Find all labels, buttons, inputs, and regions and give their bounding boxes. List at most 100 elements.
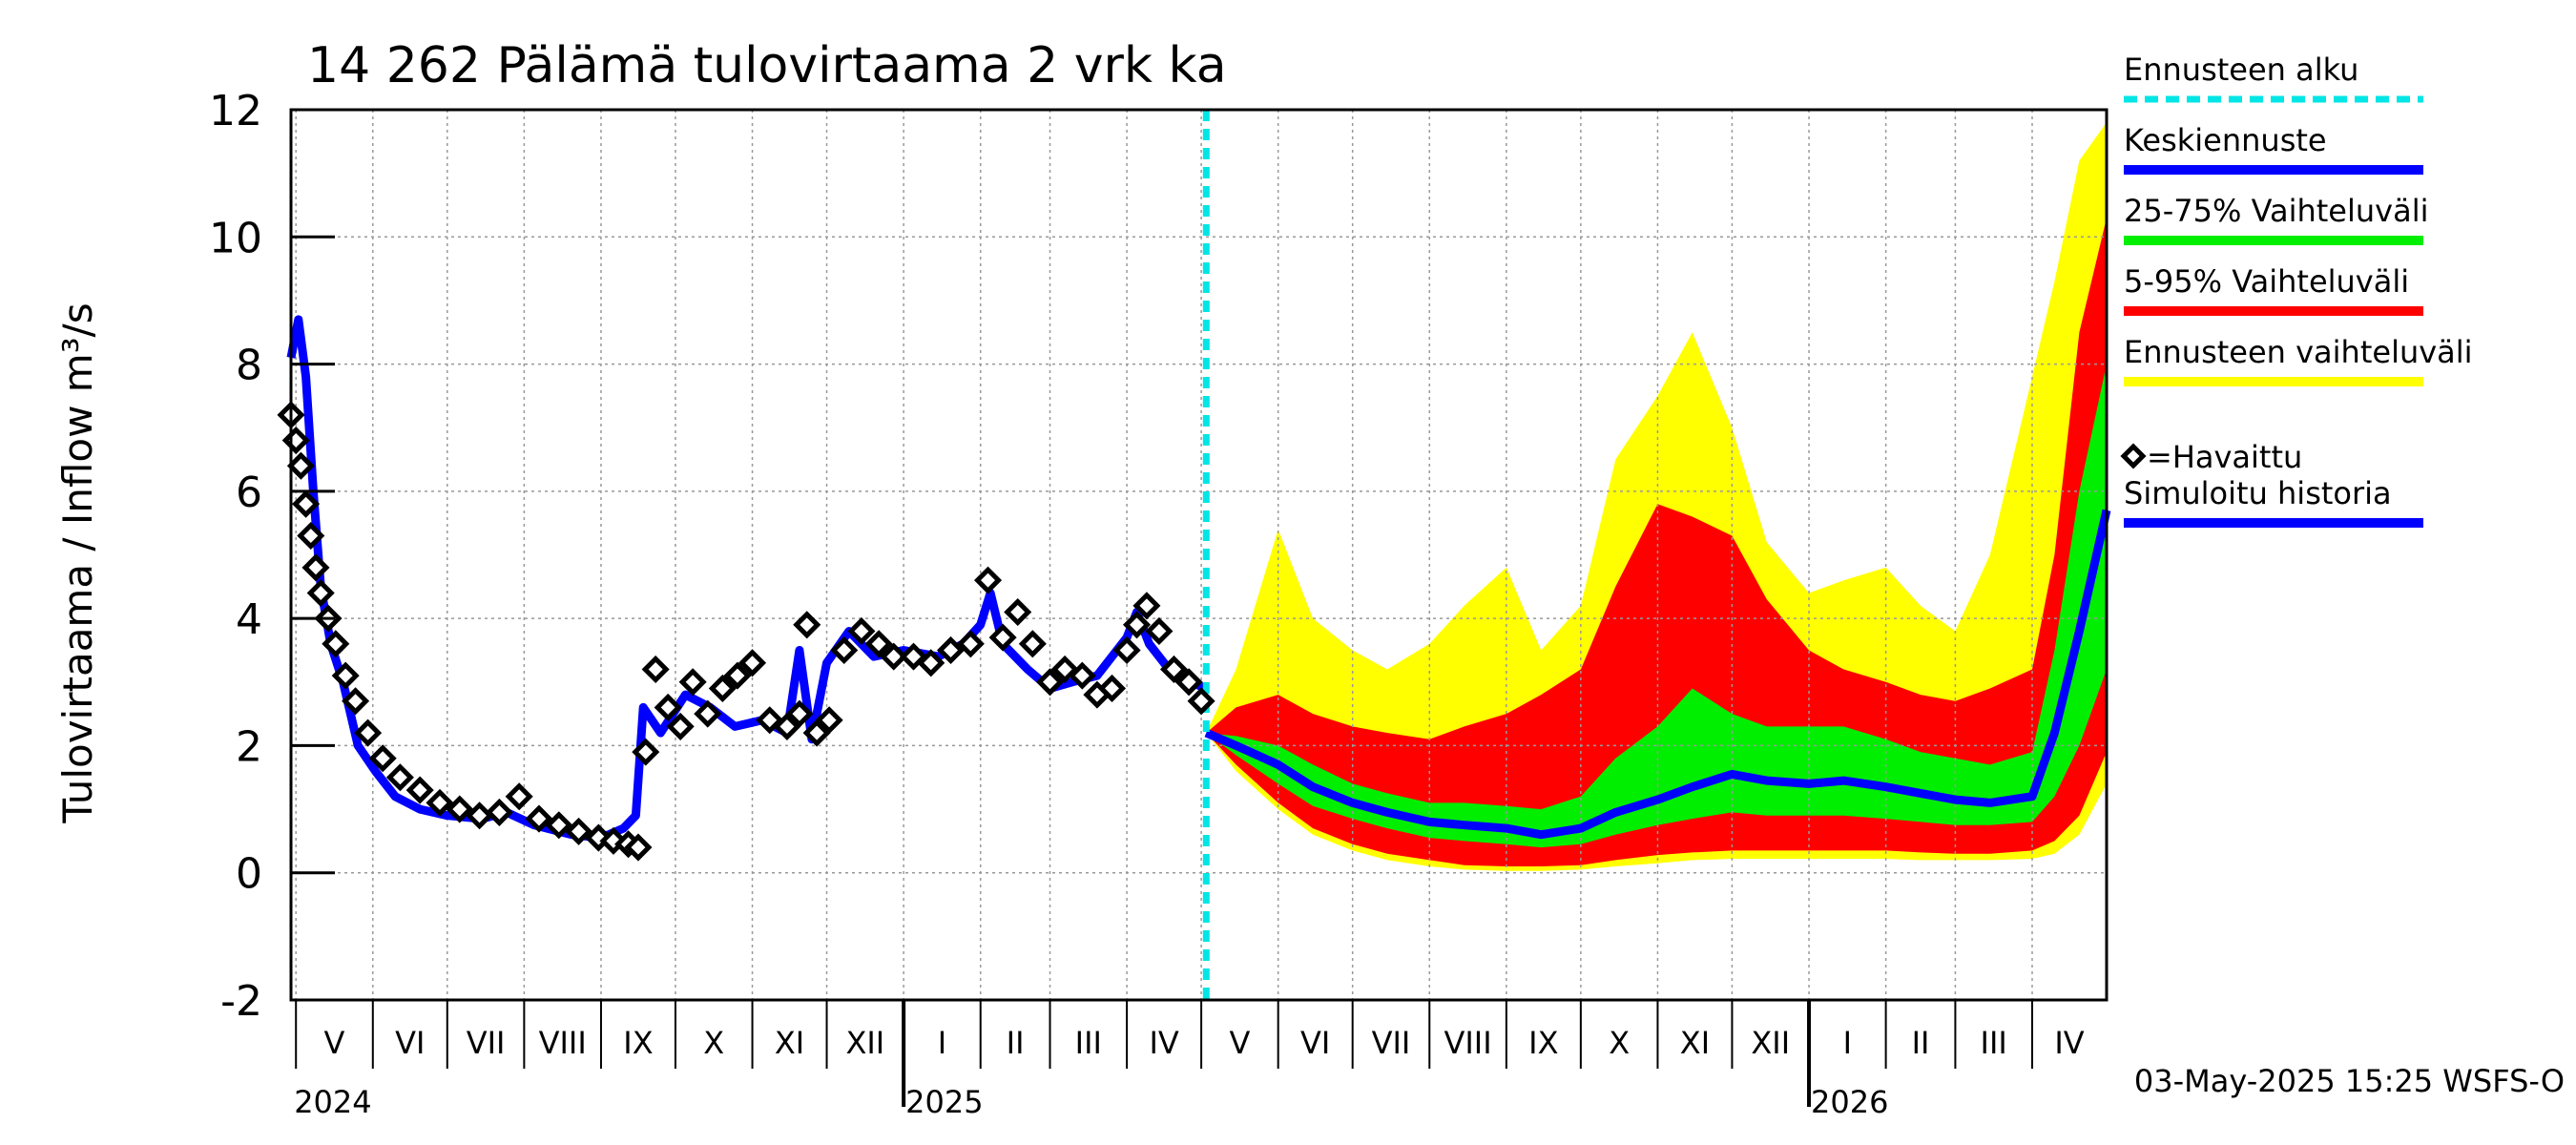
observed-point — [322, 630, 350, 658]
observed-point — [694, 699, 722, 728]
observed-point — [678, 668, 707, 697]
observed-point — [880, 642, 908, 671]
observed-point — [405, 776, 434, 804]
year-label: 2024 — [294, 1084, 371, 1120]
observed-point — [286, 451, 315, 480]
y-tick-label: 4 — [236, 595, 262, 644]
legend-label: 25-75% Vaihteluväli — [2124, 193, 2428, 229]
observed-point — [654, 693, 682, 721]
observed-point — [525, 804, 553, 833]
observed-point — [793, 611, 821, 639]
observed-markers — [277, 401, 1215, 862]
month-label: II — [1912, 1025, 1930, 1061]
month-label: IX — [1528, 1025, 1558, 1061]
month-label: VIII — [1444, 1025, 1491, 1061]
month-label: XI — [1680, 1025, 1710, 1061]
month-label: I — [938, 1025, 946, 1061]
month-label: X — [1609, 1025, 1630, 1061]
observed-point — [988, 623, 1017, 652]
observed-point — [545, 811, 573, 840]
year-label: 2026 — [1811, 1084, 1888, 1120]
observed-point — [485, 798, 513, 826]
month-label: III — [1981, 1025, 2007, 1061]
month-label: IV — [2054, 1025, 2084, 1061]
legend-label: =Havaittu — [2147, 439, 2302, 475]
observed-point — [624, 833, 653, 862]
timestamp-footer: 03-May-2025 15:25 WSFS-O — [2134, 1063, 2565, 1099]
observed-point — [1159, 655, 1189, 683]
observed-point — [815, 706, 843, 735]
observed-point — [785, 699, 814, 728]
observed-point — [632, 738, 660, 766]
y-tick-label: 2 — [236, 722, 262, 771]
y-axis-label: Tulovirtaama / Inflow m³/s — [54, 302, 101, 823]
observed-point — [1035, 668, 1065, 697]
observed-point — [385, 763, 414, 792]
observed-point — [1132, 592, 1161, 620]
month-label: V — [324, 1025, 345, 1061]
observed-point — [956, 630, 985, 658]
observed-point — [301, 553, 330, 582]
observed-point — [738, 649, 767, 677]
month-label: IX — [623, 1025, 653, 1061]
observed-point — [864, 630, 893, 658]
year-label: 2025 — [905, 1084, 983, 1120]
observed-point — [1004, 597, 1032, 627]
observed-point — [565, 817, 593, 845]
observed-point — [917, 649, 945, 677]
chart-title: 14 262 Pälämä tulovirtaama 2 vrk ka — [307, 37, 1227, 94]
observed-point — [847, 616, 876, 646]
y-tick-label: 8 — [236, 342, 262, 390]
observed-point — [368, 744, 397, 773]
observed-point — [773, 712, 801, 740]
observed-point — [1018, 630, 1047, 658]
legend-label: Ennusteen vaihteluväli — [2124, 334, 2473, 370]
legend-marker-observed — [2120, 443, 2147, 469]
y-tick-label: 10 — [209, 214, 262, 262]
month-label: VIII — [539, 1025, 587, 1061]
legend-label: Ennusteen alku — [2124, 52, 2358, 88]
observed-point — [297, 521, 325, 551]
month-label: VII — [467, 1025, 506, 1061]
observed-point — [331, 661, 360, 690]
band-5-95 — [1206, 218, 2107, 867]
observed-point — [1174, 668, 1203, 697]
observed-point — [342, 687, 370, 716]
plot-frame — [289, 108, 2109, 1002]
y-tick-label: -2 — [220, 977, 262, 1026]
month-label: XII — [845, 1025, 884, 1061]
legend-label: 5-95% Vaihteluväli — [2124, 263, 2409, 300]
observed-point — [446, 795, 474, 823]
y-tick-label: 0 — [236, 850, 262, 899]
month-label: II — [1007, 1025, 1025, 1061]
month-label: XII — [1751, 1025, 1790, 1061]
y-tick-label: 12 — [209, 87, 262, 135]
legend-label: Keskiennuste — [2124, 122, 2327, 158]
observed-point — [306, 578, 335, 608]
observed-point — [292, 489, 321, 518]
month-label: V — [1229, 1025, 1250, 1061]
month-label: XI — [775, 1025, 804, 1061]
series-lines — [286, 110, 2111, 1000]
observed-point — [1097, 674, 1127, 702]
series-median-forecast — [1204, 509, 2111, 840]
observed-point — [802, 718, 831, 747]
observed-point — [1068, 661, 1096, 690]
observed-point — [354, 718, 383, 747]
y-tick-label: 6 — [236, 468, 262, 517]
observed-point — [666, 712, 695, 740]
observed-point — [1187, 687, 1215, 716]
observed-point — [641, 655, 670, 683]
month-label: I — [1843, 1025, 1852, 1061]
month-label: IV — [1149, 1025, 1178, 1061]
axes — [289, 108, 2109, 1107]
observed-point — [708, 674, 737, 702]
observed-point — [426, 788, 454, 817]
legend-label: Simuloitu historia — [2124, 475, 2392, 511]
month-label: III — [1075, 1025, 1102, 1061]
observed-point — [973, 566, 1003, 594]
observed-point — [1122, 611, 1152, 639]
observed-point — [936, 635, 966, 664]
